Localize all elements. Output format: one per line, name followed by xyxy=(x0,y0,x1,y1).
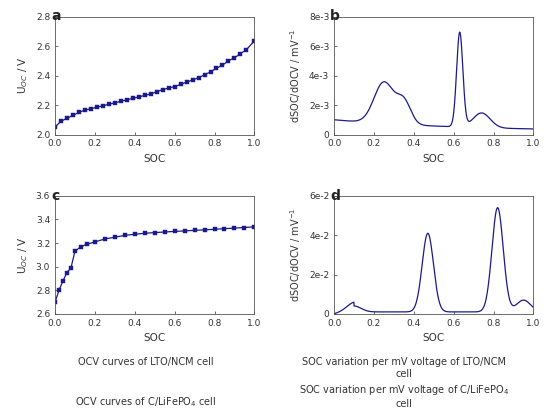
Text: SOC variation per mV voltage of LTO/NCM
cell: SOC variation per mV voltage of LTO/NCM … xyxy=(302,357,506,379)
Y-axis label: U$_{OC}$ / V: U$_{OC}$ / V xyxy=(16,236,30,274)
X-axis label: SOC: SOC xyxy=(144,154,166,164)
Text: d: d xyxy=(330,189,340,203)
Text: c: c xyxy=(51,189,59,203)
Text: SOC variation per mV voltage of C/LiFePO$_4$
cell: SOC variation per mV voltage of C/LiFePO… xyxy=(299,383,509,409)
Text: OCV curves of LTO/NCM cell: OCV curves of LTO/NCM cell xyxy=(78,357,213,367)
X-axis label: SOC: SOC xyxy=(423,154,445,164)
Y-axis label: dSOC/dOCV / mV$^{-1}$: dSOC/dOCV / mV$^{-1}$ xyxy=(289,28,304,123)
Text: b: b xyxy=(330,9,340,24)
Text: a: a xyxy=(51,9,60,24)
Y-axis label: dSOC/dOCV / mV$^{-1}$: dSOC/dOCV / mV$^{-1}$ xyxy=(289,208,304,302)
Y-axis label: U$_{OC}$ / V: U$_{OC}$ / V xyxy=(16,57,30,95)
Text: OCV curves of C/LiFePO$_4$ cell: OCV curves of C/LiFePO$_4$ cell xyxy=(75,395,216,409)
X-axis label: SOC: SOC xyxy=(144,333,166,343)
X-axis label: SOC: SOC xyxy=(423,333,445,343)
